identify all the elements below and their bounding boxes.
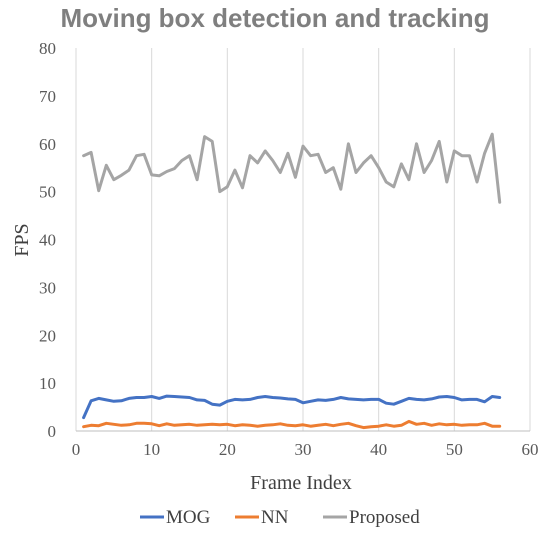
series-lines [82,132,502,430]
y-tick-labels: 0 10 20 30 40 50 60 70 80 [39,39,56,441]
x-tick-labels: 0 10 20 30 40 50 60 [72,440,539,459]
x-axis-label: Frame Index [250,472,352,494]
legend: MOG NN Proposed [140,507,420,528]
legend-label-proposed: Proposed [349,507,420,528]
series-line-proposed [82,132,502,204]
y-tick-label: 40 [39,231,56,250]
x-tick-label: 50 [446,440,463,459]
x-tick-label: 30 [295,440,312,459]
series-line-mog [82,394,502,420]
x-tick-label: 40 [370,440,387,459]
y-tick-label: 50 [39,183,56,202]
x-tick-label: 10 [143,440,160,459]
x-tick-label: 60 [522,440,539,459]
x-tick-label: 0 [72,440,81,459]
y-tick-label: 80 [39,39,56,58]
chart-title: Moving box detection and tracking [60,3,490,33]
y-axis-label: FPS [11,223,33,256]
gridlines [75,48,531,431]
y-tick-label: 60 [39,135,56,154]
y-tick-label: 30 [39,278,56,297]
legend-label-nn: NN [261,507,289,528]
y-tick-label: 0 [48,422,57,441]
legend-label-mog: MOG [166,507,211,528]
x-tick-label: 20 [219,440,236,459]
y-tick-label: 10 [39,374,56,393]
y-tick-label: 20 [39,326,56,345]
series-line-nn [82,419,502,430]
y-tick-label: 70 [39,87,56,106]
